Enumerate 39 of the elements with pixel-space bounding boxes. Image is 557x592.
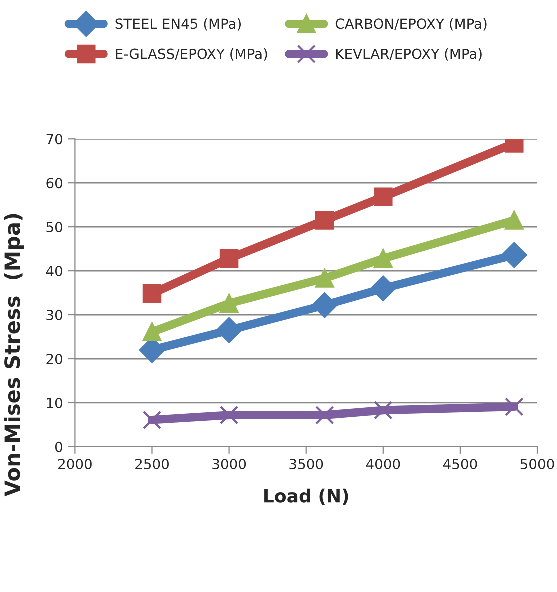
y-axis-title: Von-Mises Stress (Mpa) [4,214,24,497]
point [142,322,162,342]
point [216,318,242,344]
legend-label: STEEL EN45 (MPa) [116,18,242,31]
point [374,401,393,420]
x-tick-label: 4000 [366,459,400,470]
point [315,406,334,425]
point [220,406,239,425]
y-tick-label: 70 [46,134,62,145]
x-tick-label: 3000 [212,459,246,470]
legend-label: CARBON/EPOXY (MPa) [336,18,487,31]
point [142,410,162,430]
y-tick-label: 30 [46,310,62,321]
point [370,276,396,302]
point [315,269,334,288]
point [142,284,162,304]
x-axis-title: Load (N) [264,488,348,505]
point [312,292,338,318]
point [220,249,239,268]
point [505,398,524,416]
x-tick-label: 4500 [443,459,478,470]
point [315,211,334,230]
x-tick-label: 5000 [520,459,554,470]
point [374,188,393,207]
y-tick-label: 50 [46,222,62,233]
legend-label: E-GLASS/EPOXY (MPa) [116,48,268,61]
point [220,294,239,313]
legend-label: KEVLAR/EPOXY (MPa) [336,48,482,61]
x-tick-label: 3500 [290,459,324,470]
point [502,242,528,268]
point [505,211,524,230]
point [374,249,393,268]
y-tick-label: 20 [46,354,62,364]
y-tick-label: 0 [55,442,62,452]
y-tick-label: 60 [46,178,62,189]
y-tick-label: 40 [46,266,62,277]
x-tick-label: 2000 [58,459,92,470]
y-tick-label: 10 [47,398,62,408]
x-tick-label: 2500 [136,459,169,470]
